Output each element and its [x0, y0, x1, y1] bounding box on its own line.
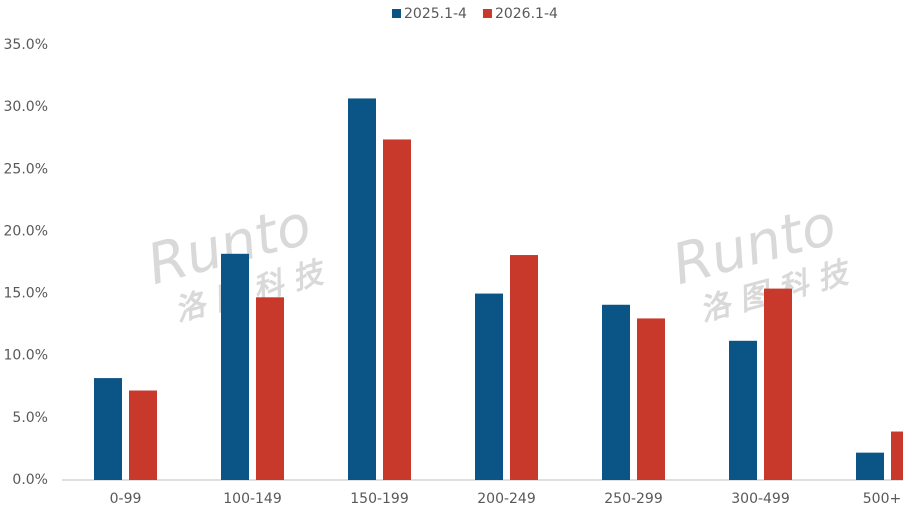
bar [221, 253, 249, 480]
bar [891, 431, 903, 480]
y-tick-label: 20.0% [4, 223, 48, 239]
y-tick-label: 10.0% [4, 348, 48, 364]
y-tick-label: 0.0% [12, 472, 48, 488]
legend-label: 2025.1-4 [404, 6, 467, 22]
y-tick-label: 15.0% [4, 286, 48, 302]
x-tick-label: 300-499 [731, 491, 790, 507]
x-tick-label: 250-299 [604, 491, 663, 507]
bar [729, 340, 757, 480]
bar [348, 98, 376, 480]
legend-swatch [392, 9, 401, 18]
y-tick-label: 35.0% [4, 37, 48, 53]
legend-label: 2026.1-4 [495, 6, 558, 22]
legend-swatch [482, 9, 492, 18]
y-tick-label: 30.0% [4, 99, 48, 115]
x-tick-label: 200-249 [477, 491, 536, 507]
bar [510, 255, 538, 480]
bar [94, 378, 122, 480]
bar [129, 390, 157, 480]
y-tick-label: 25.0% [4, 161, 48, 177]
bar [602, 304, 630, 480]
x-tick-label: 100-149 [223, 491, 282, 507]
y-tick-label: 5.0% [12, 410, 48, 426]
bar [475, 293, 503, 480]
x-tick-label: 150-199 [350, 491, 409, 507]
bar [764, 288, 792, 480]
x-tick-label: 0-99 [110, 491, 142, 507]
bar [856, 452, 884, 480]
bar [256, 297, 284, 480]
x-tick-label: 500+ [863, 491, 901, 507]
bar [637, 318, 665, 480]
bar [383, 139, 411, 480]
